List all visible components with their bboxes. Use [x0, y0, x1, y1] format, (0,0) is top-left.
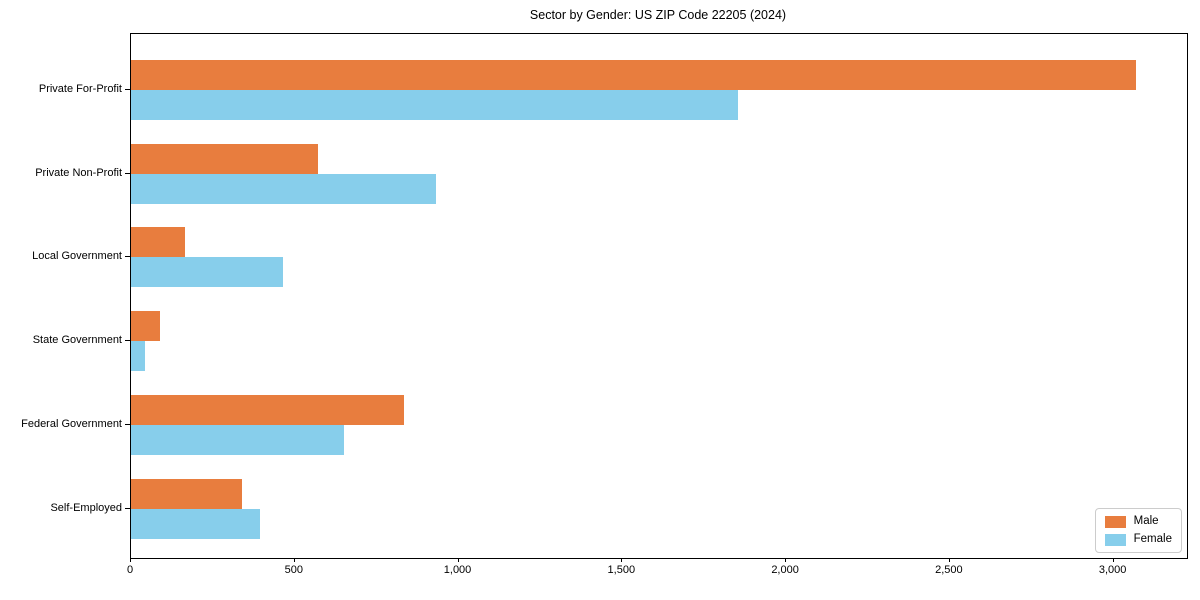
- y-axis-label-state-government: State Government: [32, 334, 122, 347]
- x-axis-tick: [948, 558, 950, 562]
- legend-label-female: Female: [1133, 533, 1172, 545]
- bar-male-self-employed: [131, 478, 243, 509]
- bar-male-private-for-profit: [131, 60, 1136, 90]
- chart-title: Sector by Gender: US ZIP Code 22205 (202…: [529, 8, 787, 22]
- y-axis-label-private-non-profit: Private Non-Profit: [35, 166, 122, 179]
- y-axis-label-federal-government: Federal Government: [21, 417, 122, 430]
- y-axis-tick: [125, 340, 130, 342]
- y-axis-tick: [125, 172, 130, 174]
- x-axis-tick-label: 2,500: [935, 564, 963, 576]
- legend-entry-female: Female: [1104, 533, 1172, 546]
- male-color-swatch: [1104, 515, 1126, 528]
- legend-entry-male: Male: [1104, 515, 1172, 528]
- x-axis-tick-label: 1,500: [607, 564, 636, 576]
- legend-label-male: Male: [1133, 515, 1159, 527]
- bar-female-local-government: [131, 257, 283, 288]
- x-axis-tick: [621, 558, 623, 562]
- plot-area: Male Female: [130, 33, 1188, 559]
- x-axis-tick-label: 2,000: [771, 564, 799, 576]
- bar-female-federal-government: [131, 424, 345, 455]
- y-axis-label-local-government: Local Government: [32, 250, 122, 263]
- x-axis-tick: [785, 558, 787, 562]
- legend: Male Female: [1094, 508, 1182, 553]
- bar-male-local-government: [131, 227, 185, 258]
- bar-female-state-government: [131, 341, 146, 372]
- y-axis-tick: [125, 423, 130, 425]
- bar-female-private-for-profit: [131, 90, 739, 120]
- y-axis-label-private-for-profit: Private For-Profit: [38, 83, 122, 95]
- bar-male-private-non-profit: [131, 143, 318, 174]
- female-color-swatch: [1104, 533, 1126, 546]
- bar-male-state-government: [131, 311, 161, 342]
- x-axis-tick-label: 1,000: [443, 564, 472, 576]
- bar-female-self-employed: [131, 508, 261, 539]
- y-axis-label-self-employed: Self-Employed: [50, 501, 122, 514]
- x-axis-tick: [130, 558, 131, 562]
- y-axis-tick: [125, 507, 130, 509]
- x-axis-tick-label: 3,000: [1098, 564, 1127, 576]
- x-axis-tick: [293, 558, 295, 562]
- x-axis-tick-label: 500: [284, 564, 303, 576]
- x-axis-tick: [1112, 558, 1114, 562]
- x-axis-tick: [457, 558, 459, 562]
- y-axis-tick: [125, 89, 130, 90]
- y-axis-tick: [125, 256, 130, 258]
- bar-female-private-non-profit: [131, 173, 437, 204]
- bar-male-federal-government: [131, 394, 405, 425]
- x-axis-tick-label: 0: [126, 564, 134, 576]
